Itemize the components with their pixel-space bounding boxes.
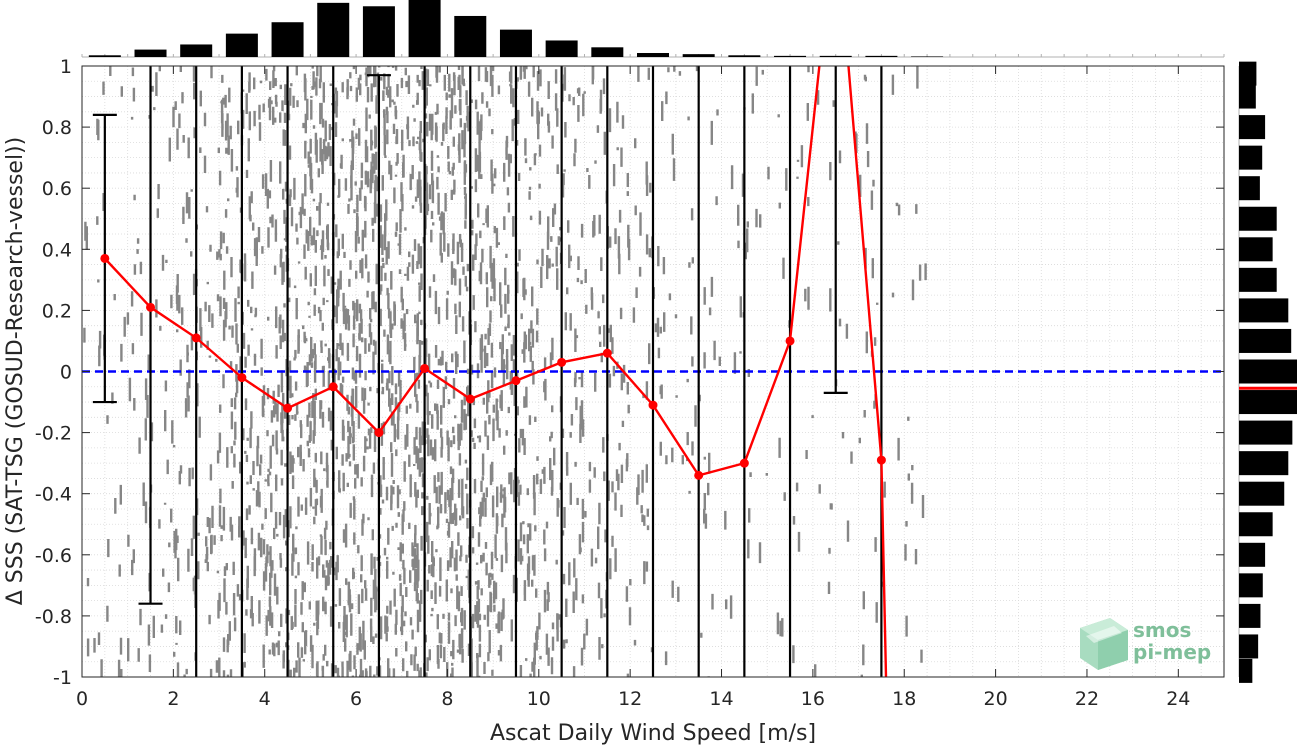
top-hist-bar: [180, 44, 213, 57]
series-point: [557, 357, 567, 367]
right-hist-bar: [1239, 481, 1285, 506]
top-hist-bar: [774, 55, 807, 57]
x-axis-label: Ascat Daily Wind Speed [m/s]: [490, 721, 816, 746]
series-point: [785, 336, 795, 346]
x-tick-label: 4: [259, 688, 271, 710]
y-tick-label: 1: [60, 56, 72, 78]
x-tick-label: 14: [709, 688, 733, 710]
right-hist-bar: [1239, 573, 1263, 598]
right-hist-bar: [1239, 206, 1277, 231]
x-tick-label: 12: [618, 688, 642, 710]
right-hist-bar: [1239, 359, 1297, 384]
series-point: [876, 455, 886, 465]
x-tick-label: 0: [76, 688, 88, 710]
x-tick-label: 6: [350, 688, 362, 710]
y-tick-label: -0.6: [35, 545, 72, 567]
top-hist-bar: [819, 55, 852, 57]
right-hist-bar: [1239, 84, 1256, 109]
error-bars: [92, 66, 883, 677]
series-point: [374, 428, 384, 438]
top-hist-bar: [545, 40, 578, 57]
y-tick-label: -1: [53, 667, 72, 689]
top-histogram: [81, 0, 1225, 58]
series-point: [420, 363, 430, 373]
top-hist-bar: [408, 0, 441, 57]
series-point: [739, 458, 749, 468]
right-hist-bar: [1239, 145, 1263, 170]
y-axis-ticks: -1 -0.8 -0.6 -0.4 -0.2 0 0.2 0.4 0.6 0.8 1: [35, 56, 1224, 689]
top-hist-bar: [728, 55, 761, 57]
series-point: [237, 373, 247, 383]
top-hist-bar: [591, 47, 624, 57]
top-hist-bar: [682, 54, 715, 57]
top-hist-bar: [225, 33, 258, 57]
y-axis-label: Δ SSS (SAT-TSG (GOSUD-Research-vessel)): [3, 137, 28, 605]
right-hist-bar: [1239, 603, 1261, 628]
x-tick-label: 10: [527, 688, 551, 710]
right-hist-bar: [1239, 634, 1259, 659]
logo-cube-icon: [1080, 618, 1128, 670]
right-hist-bar: [1239, 420, 1293, 445]
top-hist-bar: [88, 55, 121, 57]
right-hist-bar: [1239, 451, 1289, 476]
top-hist-bar: [362, 6, 395, 57]
series-group: [100, 66, 888, 677]
x-tick-label: 22: [1075, 688, 1099, 710]
x-tick-label: 8: [441, 688, 453, 710]
right-hist-bar: [1239, 267, 1277, 292]
series-point: [191, 333, 201, 343]
series-point: [283, 403, 293, 413]
top-hist-bar: [911, 56, 944, 57]
smos-pimep-logo: smos pi-mep: [1080, 618, 1211, 670]
right-hist-bar: [1239, 512, 1273, 537]
series-point: [328, 382, 338, 392]
series-point: [100, 253, 110, 263]
top-hist-bar: [317, 2, 350, 58]
x-tick-label: 24: [1166, 688, 1190, 710]
x-tick-label: 20: [984, 688, 1008, 710]
right-hist-bar: [1239, 390, 1297, 415]
y-tick-label: -0.8: [35, 606, 72, 628]
y-tick-label: 0: [60, 362, 72, 384]
x-axis-ticks: 0 2 4 6 8 10 12 14 16 18 20 22 24: [76, 66, 1190, 710]
top-hist-bar: [637, 53, 669, 57]
logo-line2: pi-mep: [1133, 640, 1211, 664]
top-hist-bar: [134, 49, 167, 57]
right-hist-bar: [1239, 237, 1273, 262]
top-hist-bar: [271, 22, 304, 57]
right-hist-bar: [1239, 298, 1289, 323]
top-hist-bar: [499, 29, 532, 57]
series-point: [694, 470, 704, 480]
right-hist-bar: [1239, 61, 1257, 86]
y-tick-label: 0.2: [42, 300, 72, 322]
top-hist-bar: [454, 15, 487, 58]
series-point: [146, 302, 156, 312]
y-tick-label: 0.6: [42, 178, 72, 200]
y-tick-label: -0.4: [35, 484, 72, 506]
top-hist-bar: [865, 55, 898, 57]
x-tick-label: 18: [892, 688, 916, 710]
x-tick-label: 2: [167, 688, 179, 710]
right-hist-bar: [1239, 542, 1266, 567]
right-hist-bar: [1239, 328, 1292, 353]
series-point: [465, 394, 475, 404]
logo-line1: smos: [1133, 618, 1191, 642]
right-hist-bar: [1239, 658, 1253, 683]
y-tick-label: 0.8: [42, 117, 72, 139]
series-point: [602, 348, 612, 358]
y-tick-label: -0.2: [35, 423, 72, 445]
right-hist-bar: [1239, 115, 1266, 140]
y-tick-label: 0.4: [42, 239, 72, 261]
right-histogram: [1238, 61, 1297, 683]
x-tick-label: 16: [801, 688, 825, 710]
series-point: [648, 400, 658, 410]
series-point: [511, 376, 521, 386]
right-hist-bar: [1239, 176, 1260, 201]
